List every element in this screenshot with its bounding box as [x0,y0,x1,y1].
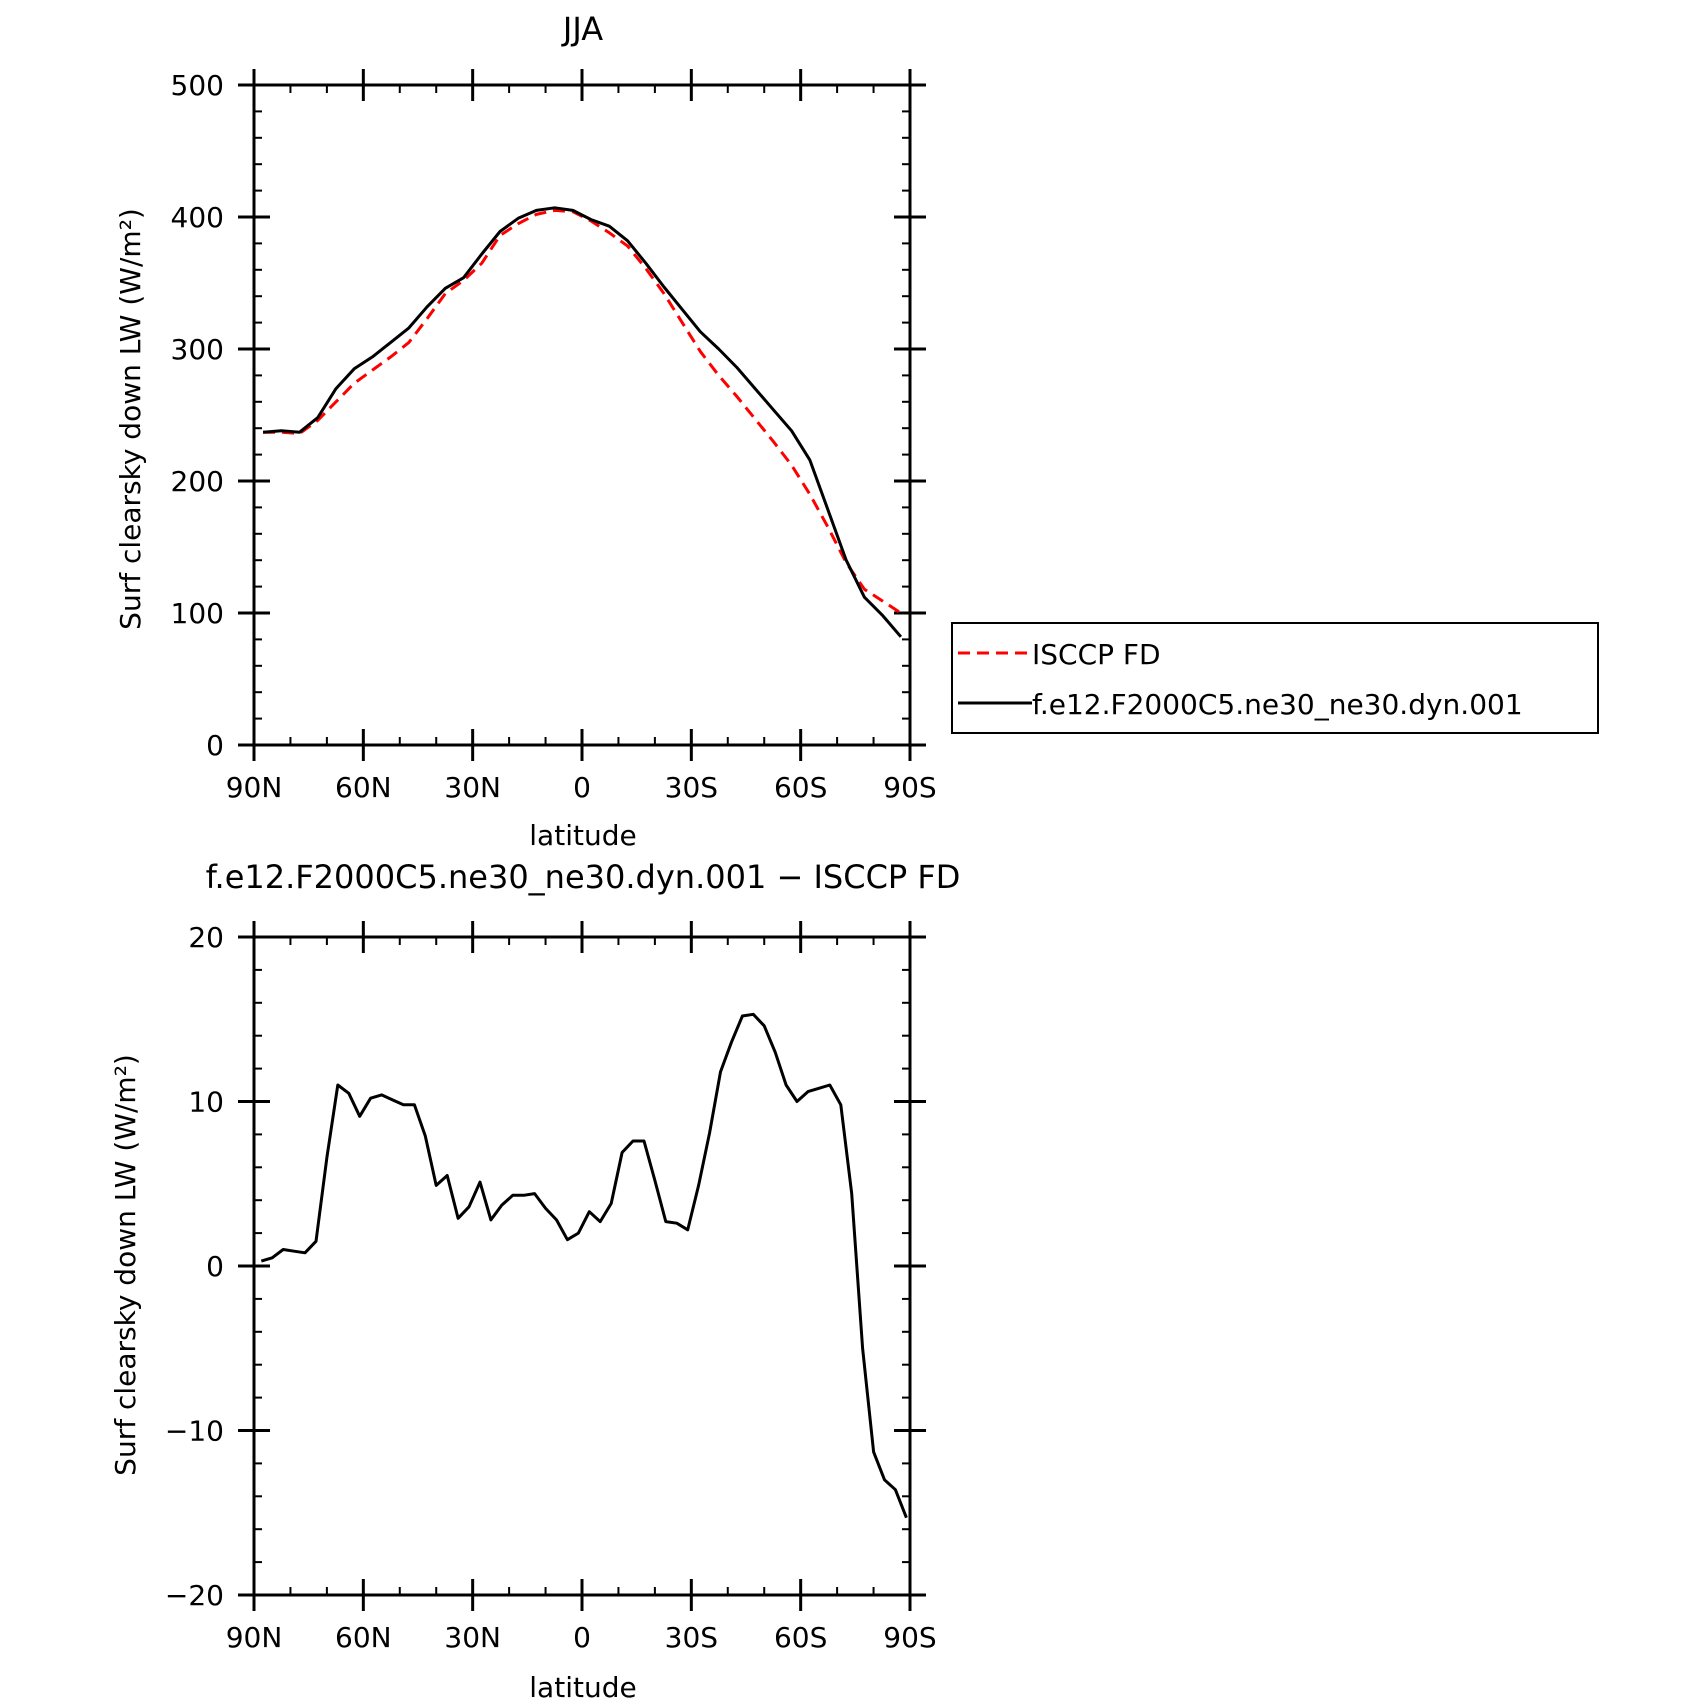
top-panel-title: JJA [561,10,603,48]
top-y-tick-label: 500 [171,69,224,102]
bottom-x-tick-label: 30S [665,1621,718,1654]
bottom-x-tick-label: 60N [335,1621,392,1654]
legend-label-isccp: ISCCP FD [1032,638,1161,671]
bottom-panel-frame [252,935,912,1597]
top-panel: JJA Surf clearsky down LW (W/m²) latitud… [114,10,1599,852]
top-series-model-line [262,206,903,638]
top-y-tick-label: 300 [171,333,224,366]
bottom-panel-x-axis-title: latitude [529,1671,636,1704]
bottom-panel-y-axis-title: Surf clearsky down LW (W/m²) [109,1054,142,1476]
top-x-tick-label: 90N [226,771,283,804]
legend-label-model: f.e12.F2000C5.ne30_ne30.dyn.001 [1032,688,1523,721]
top-x-tick-label: 60S [774,771,827,804]
top-y-tick-label: 100 [171,597,224,630]
top-x-tick-label: 0 [573,771,591,804]
bottom-x-tick-label: 60S [774,1621,827,1654]
bottom-panel-marks: 90N 60N 30N 0 30S 60S 90S −20 −10 0 10 20 [165,921,937,1654]
top-y-tick-label: 200 [171,465,224,498]
top-panel-frame [252,83,912,747]
top-x-tick-label: 60N [335,771,392,804]
bottom-series-difference-line [260,1012,908,1519]
bottom-y-tick-label: 10 [188,1086,224,1119]
bottom-y-tick-label: −10 [165,1415,224,1448]
top-series-isccp-line [263,208,902,615]
bottom-panel-title: f.e12.F2000C5.ne30_ne30.dyn.001 − ISCCP … [206,858,961,896]
legend: ISCCP FD f.e12.F2000C5.ne30_ne30.dyn.001 [951,622,1599,734]
top-x-tick-label: 30S [665,771,718,804]
top-y-tick-label: 400 [171,201,224,234]
bottom-x-tick-label: 30N [444,1621,501,1654]
bottom-x-tick-label: 0 [573,1621,591,1654]
top-panel-y-axis-title: Surf clearsky down LW (W/m²) [114,208,147,630]
bottom-y-tick-label: 0 [206,1250,224,1283]
top-x-tick-label: 30N [444,771,501,804]
top-panel-marks: 90N 60N 30N 0 30S 60S 90S 0 100 200 300 400 500 [171,69,937,804]
top-y-tick-label: 0 [206,729,224,762]
top-x-tick-label: 90S [883,771,936,804]
bottom-x-tick-label: 90S [883,1621,936,1654]
legend-box [951,622,1599,734]
top-panel-x-axis-title: latitude [529,819,636,852]
bottom-x-tick-label: 90N [226,1621,283,1654]
bottom-y-tick-label: 20 [188,921,224,954]
bottom-y-tick-label: −20 [165,1579,224,1612]
bottom-panel: f.e12.F2000C5.ne30_ne30.dyn.001 − ISCCP … [109,858,960,1704]
